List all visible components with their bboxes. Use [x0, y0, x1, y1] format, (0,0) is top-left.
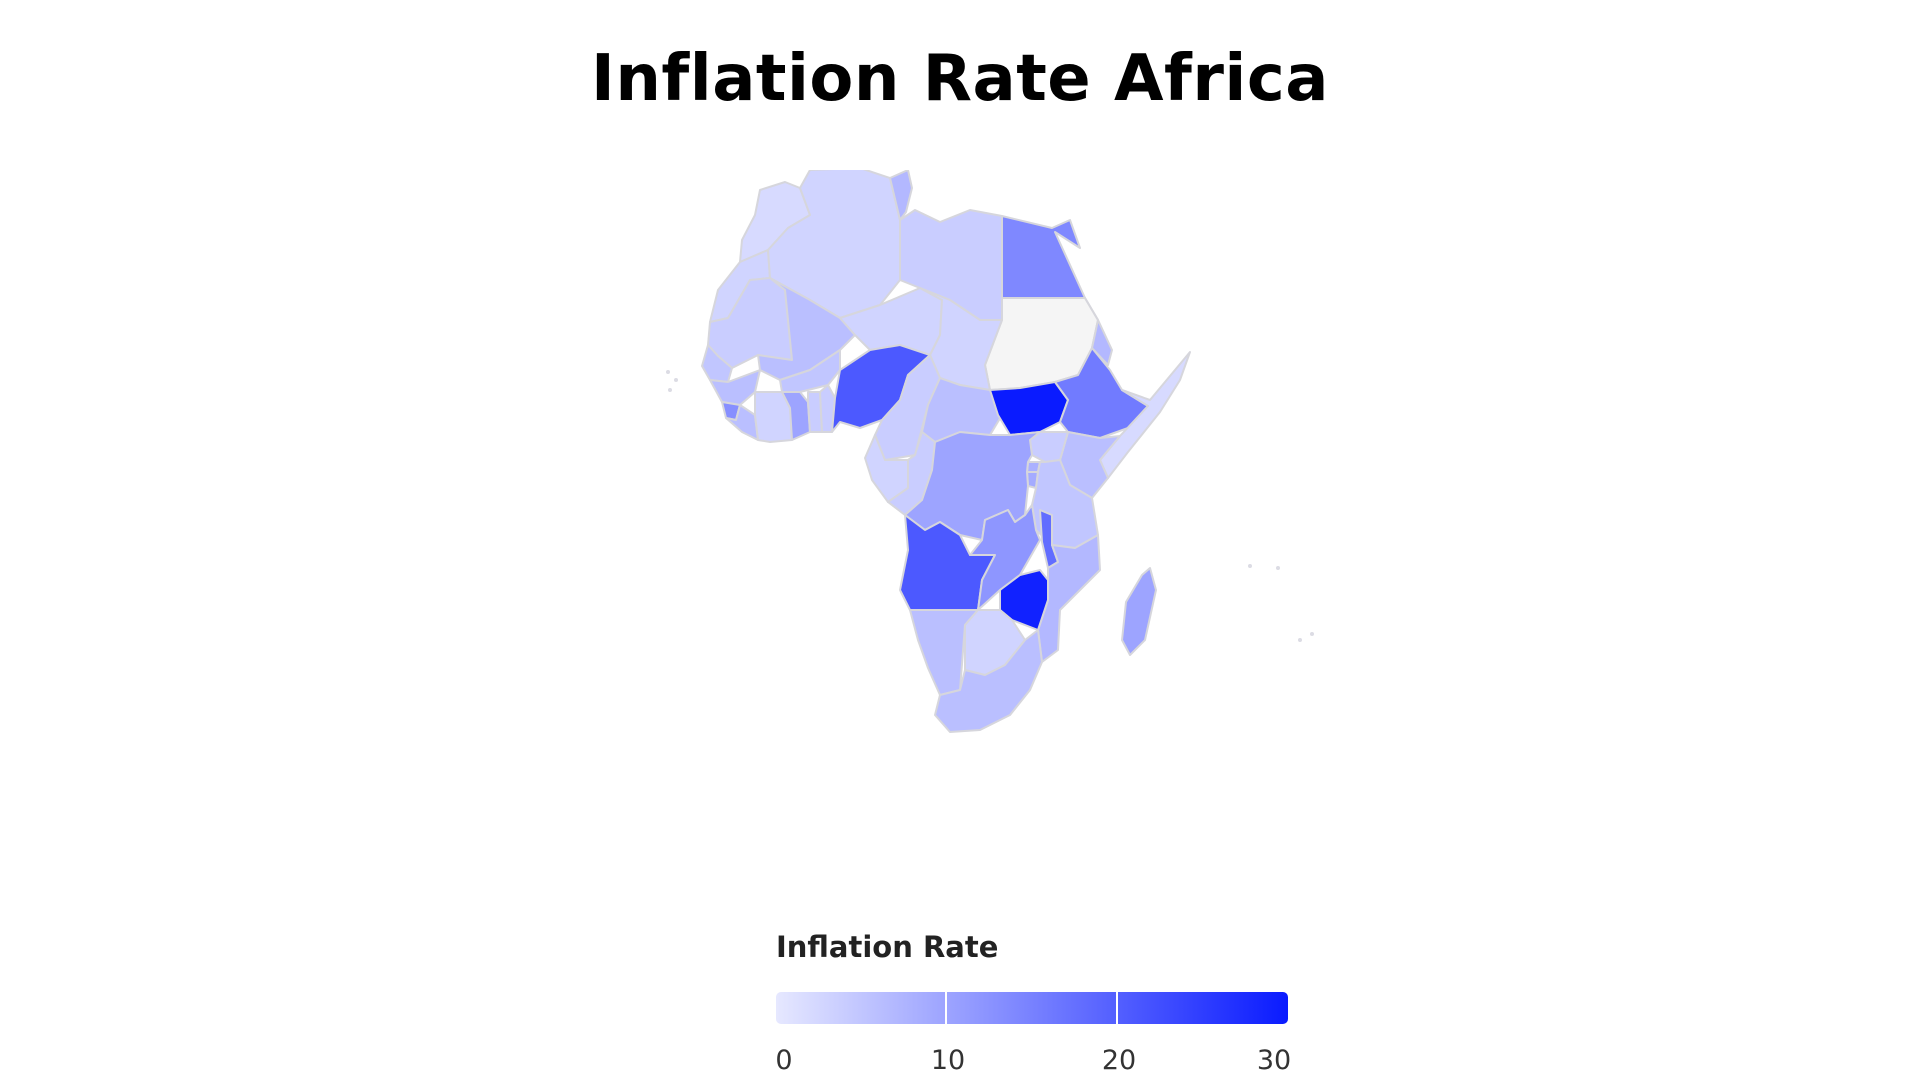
legend-tick-30: 30	[1256, 1045, 1292, 1076]
region-togo	[807, 391, 823, 433]
legend-tick-10: 10	[930, 1045, 966, 1076]
legend-tick-20: 20	[1101, 1045, 1137, 1076]
choropleth-map	[660, 170, 1420, 860]
region-south-africa	[934, 629, 1043, 733]
map-svg	[666, 170, 1314, 733]
region-south-sudan	[989, 381, 1069, 436]
region-madagascar	[1121, 567, 1157, 656]
legend-segment-1	[776, 992, 945, 1024]
region-eritrea	[1084, 297, 1113, 366]
region-cameroon	[874, 354, 941, 461]
islands	[666, 370, 1314, 642]
legend-title: Inflation Rate	[776, 930, 999, 964]
region-egypt	[1001, 215, 1086, 299]
legend-segment-3	[1118, 992, 1288, 1024]
region-zambia	[969, 504, 1041, 611]
page-title: Inflation Rate Africa	[591, 42, 1329, 116]
legend-segment-2	[947, 992, 1116, 1024]
region-mozambique	[1037, 534, 1101, 663]
legend: Inflation Rate 0 10 20 30	[775, 930, 1296, 1076]
region-tunisia	[889, 170, 913, 221]
legend-tick-0: 0	[775, 1045, 793, 1076]
region-somalia	[1099, 351, 1191, 479]
legend-color-scale	[776, 992, 1288, 1024]
